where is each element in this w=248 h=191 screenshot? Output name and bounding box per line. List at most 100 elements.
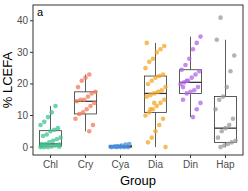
point [148,107,153,112]
y-axis-title: % LCEFA [0,51,15,108]
point [149,78,154,83]
point [149,135,154,140]
point [38,123,43,128]
point [198,101,203,106]
point [217,97,222,102]
point [196,85,201,90]
box [180,70,202,94]
point [86,94,91,99]
whisker-high [190,37,191,70]
point [146,82,151,87]
point [73,116,78,121]
point [189,75,194,80]
box [75,92,97,114]
point [88,104,93,109]
x-tick-label: Cry [78,159,94,170]
point [46,115,51,120]
point [184,78,189,83]
point [39,144,44,149]
point [143,113,148,118]
point [57,144,62,149]
point [233,138,238,143]
point [82,97,87,102]
point [224,85,229,90]
y-tick-label: 40 [17,15,29,26]
point [151,56,156,61]
point [152,101,157,106]
point [92,101,97,106]
point [161,116,166,121]
box [145,76,167,112]
x-tick-label: Hap [216,159,235,170]
point [214,37,219,42]
point [143,66,148,71]
point [162,44,167,49]
box [215,97,237,143]
point [49,110,54,115]
point [159,88,164,93]
point [181,85,186,90]
x-tick-label: Cya [112,159,130,170]
point [194,107,199,112]
point [158,47,163,52]
point [163,145,168,150]
point [194,41,199,46]
point [154,50,159,55]
point [153,129,158,134]
point [183,63,188,68]
point [223,126,228,131]
point [227,123,232,128]
point [76,85,81,90]
point [218,15,223,20]
y-tick-label: 10 [17,110,29,121]
point [93,90,98,95]
whisker-low [85,114,86,131]
point [147,60,152,65]
point [83,75,88,80]
point [42,120,47,125]
y-tick-label: 30 [17,47,29,58]
point [213,107,218,112]
x-axis-title: Group [120,173,156,188]
point [221,94,226,99]
point [56,126,61,131]
point [163,85,168,90]
point [179,67,184,72]
whisker-low [190,93,191,117]
point [91,123,96,128]
point [113,144,118,149]
point [127,142,132,147]
x-tick-label: Dia [148,159,163,170]
point [144,41,149,46]
point [231,116,236,121]
point [193,72,198,77]
point [84,107,89,112]
point [197,69,202,74]
x-tick-label: Din [183,159,198,170]
point [44,132,49,137]
point [181,97,186,102]
panel-label: a [37,6,44,18]
point [191,47,196,52]
chart: 0 10 20 30 40 Chl Cry Cya Dia Din Hap a Group % LCEFA [0,0,248,191]
point [198,34,203,39]
point [158,101,163,106]
point [58,135,63,140]
plot-area [38,15,238,149]
point [192,88,197,93]
y-tick-label: 20 [17,78,29,89]
point [161,72,166,77]
point [162,97,167,102]
point [219,129,224,134]
point [87,129,92,134]
point [232,53,237,58]
point [81,110,86,115]
x-tick-label: Chl [43,159,58,170]
frame [33,5,243,155]
point [187,56,192,61]
y-tick-label: 0 [22,142,28,153]
point [146,140,151,145]
point [157,123,162,128]
point [79,78,84,83]
point [53,104,58,109]
